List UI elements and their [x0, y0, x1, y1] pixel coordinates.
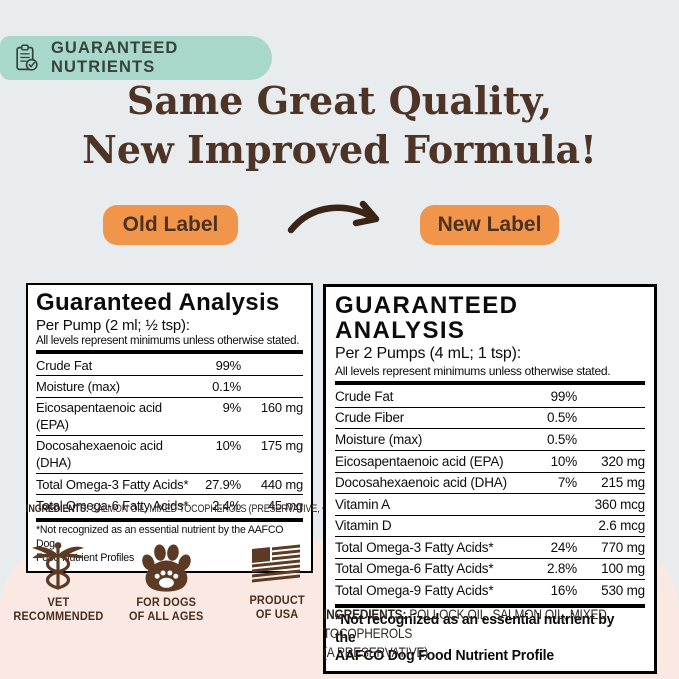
table-row: Total Omega-6 Fatty Acids* 2.8% 100 mg	[335, 559, 645, 581]
curved-arrow-icon	[284, 194, 388, 238]
nutrient-name: Crude Fat	[335, 388, 394, 404]
nutrient-name: Total Omega-3 Fatty Acids*	[36, 476, 189, 492]
nutrient-percent: 16%	[550, 582, 578, 598]
new-ingredients-line: INGREDIENTS: POLLOCK OIL, SALMON OIL, MI…	[323, 586, 663, 662]
nutrient-name: Crude Fat	[36, 357, 93, 373]
nutrient-amount: 215 mg	[601, 475, 645, 491]
nutrient-amount: 440 mg	[260, 476, 303, 492]
new-aafco-footnote: *Not recognized as an essential nutrient…	[335, 611, 615, 665]
divider	[36, 350, 303, 355]
nutrient-amount: 175 mg	[260, 438, 303, 454]
nutrient-percent: 7%	[557, 475, 577, 491]
table-row: Total Omega-9 Fatty Acids* 16% 530 mg	[335, 580, 645, 601]
nutrient-amount: 45 mg	[267, 497, 303, 513]
table-row: Moisture (max) 0.1%	[36, 376, 303, 398]
nutrient-name: Vitamin D	[335, 518, 392, 534]
title-line-2: New Improved Formula!	[82, 127, 597, 173]
nutrient-amount: 100 mg	[601, 561, 645, 577]
new-nutrient-table: Crude Fat 99% Crude Fiber 0.5% Moisture …	[335, 386, 645, 600]
clipboard-check-icon	[13, 44, 40, 73]
nutrient-name: Total Omega-6 Fatty Acids*	[36, 497, 189, 513]
table-row: Vitamin A 360 mcg	[335, 494, 645, 516]
trust-badge-label: PRODUCT OF USA	[249, 595, 305, 621]
nutrient-name: Eicosapentaenoic acid (EPA)	[335, 453, 504, 469]
nutrient-amount: 770 mg	[601, 539, 645, 555]
nutrient-percent: 24%	[550, 539, 578, 555]
table-row: Crude Fat 99%	[36, 355, 303, 377]
ingredients-value: SALMON OIL, MIXED TOCOPHEROLS (PRESERVAT…	[88, 503, 350, 515]
new-serving-size: Per 2 Pumps (4 mL; 1 tsp):	[335, 345, 521, 363]
new-panel-title: GUARANTEED ANALYSIS	[335, 292, 519, 345]
nutrient-amount: 320 mg	[601, 453, 645, 469]
nutrient-name: Total Omega-6 Fatty Acids*	[335, 561, 494, 577]
table-row: Moisture (max) 0.5%	[335, 429, 645, 452]
trust-badge-label: VET RECOMMENDED	[12, 597, 104, 623]
usa-flag-icon	[249, 541, 305, 591]
nutrient-percent: 10%	[550, 453, 578, 469]
old-panel-title: Guaranteed Analysis	[36, 289, 280, 316]
nutrient-name: Moisture (max)	[36, 378, 120, 394]
trust-badge-label: FOR DOGS OF ALL AGES	[128, 597, 204, 623]
old-serving-size: Per Pump (2 ml; ½ tsp):	[36, 317, 190, 335]
divider	[36, 518, 303, 523]
nutrient-name: Docosahexaenoic acid (DHA)	[335, 475, 507, 491]
nutrient-amount: 360 mcg	[594, 496, 646, 512]
guaranteed-nutrients-badge: GUARANTEED NUTRIENTS	[0, 36, 272, 80]
table-row: Total Omega-6 Fatty Acids* 2.4% 45 mg	[36, 495, 303, 515]
nutrient-percent: 99%	[215, 357, 242, 373]
nutrient-amount: 2.6 mcg	[598, 518, 645, 534]
product-of-usa-badge: PRODUCT OF USA	[225, 541, 329, 622]
table-row: Crude Fat 99%	[335, 386, 645, 408]
caduceus-icon	[28, 539, 88, 593]
old-label-button[interactable]: Old Label	[103, 205, 238, 245]
ingredients-value: POLLOCK OIL, SALMON OIL, MIXED TOCOPHERO…	[323, 605, 607, 660]
divider	[335, 603, 645, 608]
vet-recommended-badge: VET RECOMMENDED	[6, 539, 110, 624]
nutrient-percent: 2.4%	[212, 497, 241, 513]
old-ingredients-line: INGREDIENTS: SALMON OIL, MIXED TOCOPHERO…	[26, 503, 350, 515]
nutrient-percent: 2.8%	[547, 561, 577, 577]
nutrient-name: Eicosapentaenoic acid (EPA)	[36, 400, 162, 433]
nutrient-name: Total Omega-9 Fatty Acids*	[335, 582, 494, 598]
table-row: Total Omega-3 Fatty Acids* 24% 770 mg	[335, 537, 645, 559]
new-guaranteed-analysis-panel: GUARANTEED ANALYSIS Per 2 Pumps (4 mL; 1…	[323, 284, 657, 675]
nutrient-name: Total Omega-3 Fatty Acids*	[335, 539, 494, 555]
nutrient-percent: 0.1%	[212, 378, 241, 394]
table-row: Eicosapentaenoic acid (EPA) 10% 320 mg	[335, 451, 645, 473]
page-title: Same Great Quality, New Improved Formula…	[0, 76, 679, 175]
nutrient-name: Docosahexaenoic acid (DHA)	[36, 438, 163, 471]
new-minimums-note: All levels represent minimums unless oth…	[335, 364, 611, 379]
old-guaranteed-analysis-panel: Guaranteed Analysis Per Pump (2 ml; ½ ts…	[26, 283, 313, 573]
nutrient-percent: 0.5%	[547, 410, 577, 426]
nutrient-name: Moisture (max)	[335, 431, 423, 447]
ingredients-label: INGREDIENTS:	[26, 503, 89, 515]
nutrient-amount: 530 mg	[601, 582, 645, 598]
nutrient-percent: 9%	[222, 400, 242, 415]
nutrient-name: Vitamin A	[335, 496, 390, 512]
nutrient-name: Crude Fiber	[335, 410, 405, 426]
badge-label: GUARANTEED NUTRIENTS	[51, 39, 179, 76]
paw-icon	[137, 541, 195, 593]
nutrient-amount: 160 mg	[260, 400, 303, 415]
old-nutrient-table: Crude Fat 99% Moisture (max) 0.1% Eicosa…	[36, 355, 303, 515]
nutrient-percent: 10%	[215, 438, 242, 454]
table-row: Vitamin D 2.6 mcg	[335, 516, 645, 538]
nutrient-percent: 27.9%	[205, 476, 241, 492]
divider	[335, 381, 645, 386]
table-row: Eicosapentaenoic acid (EPA) 9% 160 mg	[36, 398, 303, 436]
table-row: Docosahexaenoic acid (DHA) 7% 215 mg	[335, 473, 645, 495]
nutrient-percent: 99%	[550, 388, 578, 404]
table-row: Docosahexaenoic acid (DHA) 10% 175 mg	[36, 436, 303, 475]
ingredients-label: INGREDIENTS:	[323, 605, 407, 622]
title-line-1: Same Great Quality,	[126, 78, 553, 123]
table-row: Crude Fiber 0.5%	[335, 408, 645, 430]
new-label-button[interactable]: New Label	[420, 205, 559, 245]
nutrient-percent: 0.5%	[547, 431, 577, 447]
old-minimums-note: All levels represent minimums unless oth…	[36, 335, 300, 348]
table-row: Total Omega-3 Fatty Acids* 27.9% 440 mg	[36, 474, 303, 496]
for-dogs-of-all-ages-badge: FOR DOGS OF ALL AGES	[114, 541, 218, 624]
